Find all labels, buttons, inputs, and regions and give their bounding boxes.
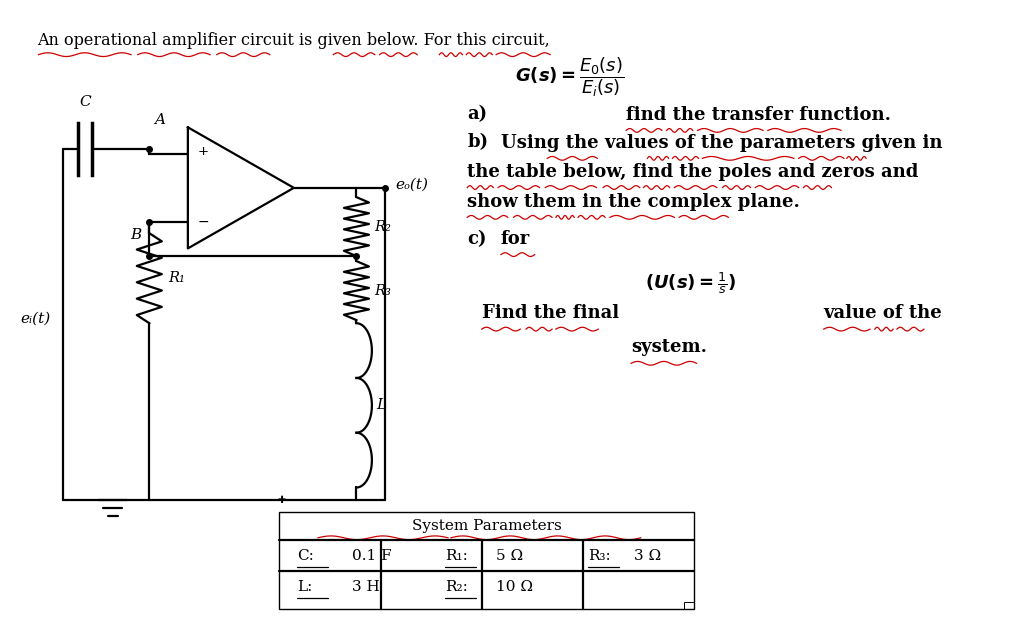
Text: value of the: value of the: [823, 304, 942, 322]
Bar: [280, 512, 693, 609]
Text: system.: system.: [631, 338, 707, 356]
Text: An operational amplifier circuit is given below. For this circuit,: An operational amplifier circuit is give…: [37, 32, 549, 49]
Text: c): c): [467, 230, 486, 248]
Text: 3 H: 3 H: [351, 580, 380, 594]
Text: for: for: [501, 230, 530, 248]
Text: eᵢ(t): eᵢ(t): [20, 311, 51, 325]
Text: L: L: [376, 398, 386, 412]
Text: R₂:: R₂:: [445, 580, 468, 594]
Text: C: C: [79, 94, 90, 109]
Text: eₒ(t): eₒ(t): [395, 178, 428, 192]
Text: R₃:: R₃:: [588, 549, 610, 563]
Text: Using the values of the parameters given in: Using the values of the parameters given…: [501, 134, 942, 152]
Text: find the transfer function.: find the transfer function.: [627, 106, 891, 124]
Text: A: A: [155, 113, 165, 127]
Text: show them in the complex plane.: show them in the complex plane.: [467, 193, 800, 211]
Text: System Parameters: System Parameters: [412, 519, 561, 533]
Text: a): a): [467, 106, 487, 124]
Text: 0.1 F: 0.1 F: [351, 549, 391, 563]
Text: Find the final: Find the final: [481, 304, 618, 322]
Text: −: −: [198, 215, 209, 229]
Text: R₂: R₂: [374, 220, 391, 233]
Text: L:: L:: [297, 580, 312, 594]
Text: R₃: R₃: [374, 284, 391, 297]
Text: the table below, find the poles and zeros and: the table below, find the poles and zero…: [467, 163, 919, 181]
Text: 5 Ω: 5 Ω: [497, 549, 523, 563]
Text: +: +: [198, 145, 209, 158]
Text: 3 Ω: 3 Ω: [634, 549, 662, 563]
Text: $\boldsymbol{(U(s) = \frac{1}{s})}$: $\boldsymbol{(U(s) = \frac{1}{s})}$: [645, 270, 736, 296]
Text: 10 Ω: 10 Ω: [497, 580, 534, 594]
Text: R₁: R₁: [169, 271, 185, 285]
Text: C:: C:: [297, 549, 313, 563]
Text: B: B: [130, 229, 141, 242]
Text: b): b): [467, 134, 488, 152]
Text: R₁:: R₁:: [445, 549, 468, 563]
Text: $\boldsymbol{G(s) = \dfrac{E_0(s)}{E_i(s)}}$: $\boldsymbol{G(s) = \dfrac{E_0(s)}{E_i(s…: [515, 56, 625, 99]
Text: ✚: ✚: [278, 495, 286, 505]
Bar: [684, 602, 693, 609]
